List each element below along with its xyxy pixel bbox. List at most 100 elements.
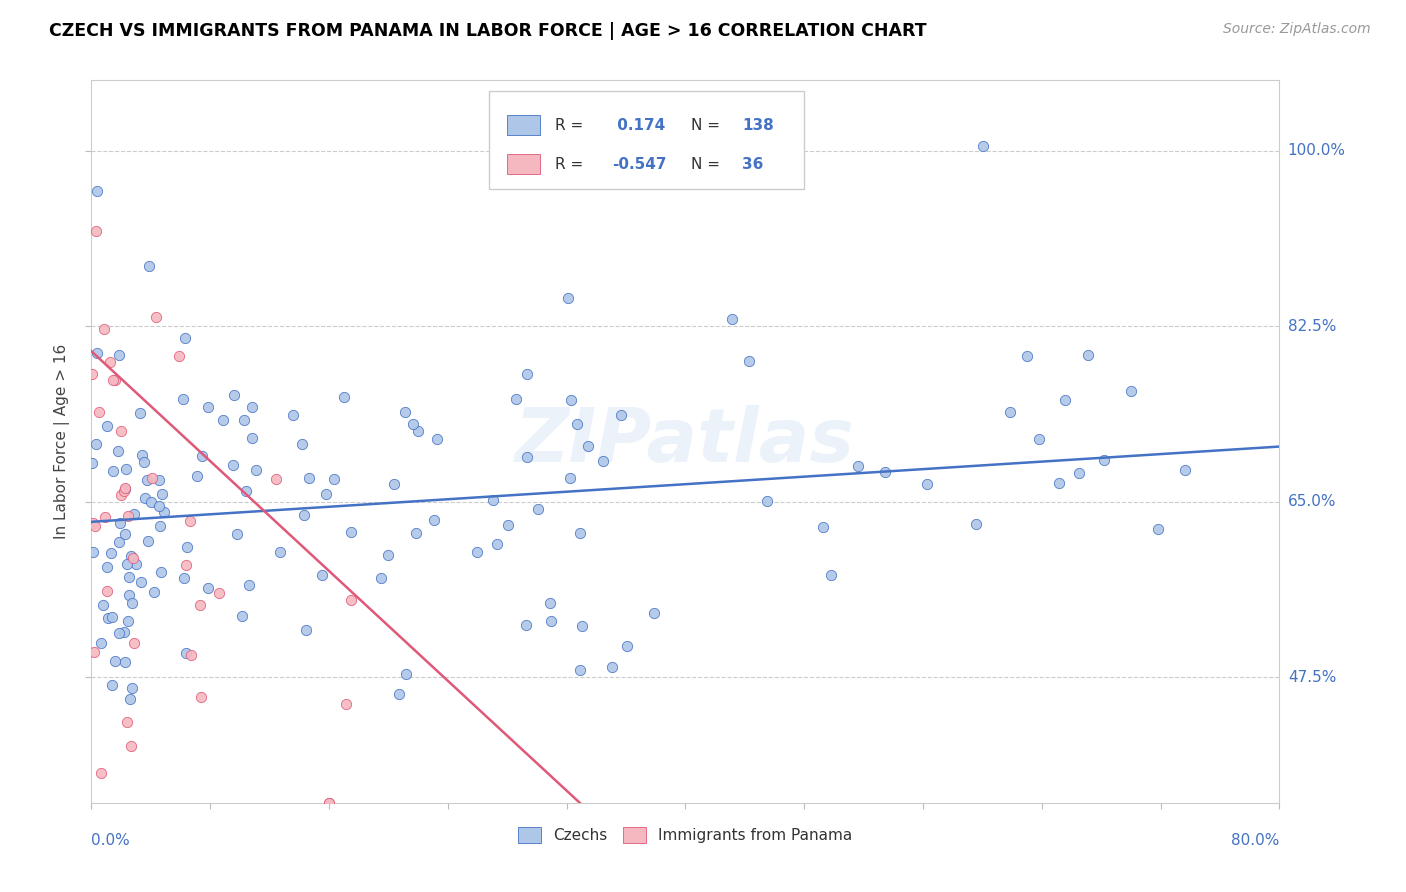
Text: 65.0%: 65.0% [1288,494,1336,509]
Point [107,535,129,549]
Point [813,520,835,534]
Point [269,545,291,559]
Point [148,499,170,513]
Point [571,619,593,633]
Point [90,636,112,650]
Point [80,456,103,470]
Point [150,487,173,501]
Point [82,545,104,559]
Point [190,690,212,704]
Point [108,348,131,362]
Point [323,472,346,486]
Point [142,584,165,599]
Bar [508,154,540,175]
Point [515,367,537,381]
Point [174,558,197,572]
Point [114,483,136,497]
Point [94,509,117,524]
Point [496,517,519,532]
Point [406,424,429,438]
Point [108,626,131,640]
Point [176,646,198,660]
Point [169,349,191,363]
Point [846,459,869,474]
Point [117,569,139,583]
Point [120,692,142,706]
Point [101,374,124,388]
Point [136,473,159,487]
FancyBboxPatch shape [489,91,804,189]
Point [240,431,263,445]
Point [172,392,194,407]
Point [340,524,363,539]
Point [340,592,363,607]
Point [114,655,136,669]
Text: 82.5%: 82.5% [1288,318,1336,334]
Text: ZIPatlas: ZIPatlas [516,405,855,478]
Text: N =: N = [692,157,720,172]
Point [602,660,624,674]
Point [114,527,136,541]
Point [998,404,1021,418]
Point [108,516,131,531]
Point [132,455,155,469]
Point [516,450,538,464]
Point [145,310,167,325]
Point [212,413,235,427]
Point [110,488,132,502]
Point [610,408,633,422]
Point [1094,453,1116,467]
Point [173,571,195,585]
Point [1028,432,1050,446]
Point [83,518,105,533]
Point [139,495,162,509]
Point [197,581,219,595]
Point [117,614,139,628]
Point [131,448,153,462]
Point [467,545,489,559]
Point [101,610,124,624]
Point [616,640,638,654]
Point [153,505,176,519]
Point [1067,467,1090,481]
Point [122,551,145,566]
Point [97,611,120,625]
Point [86,346,108,360]
Point [121,596,143,610]
Text: 80.0%: 80.0% [1232,833,1279,848]
Point [311,568,333,582]
Point [1146,522,1168,536]
Point [115,558,138,572]
Point [129,574,152,589]
Point [720,312,742,326]
Text: 138: 138 [742,118,775,133]
Point [134,491,156,505]
Point [292,508,315,522]
Bar [508,115,540,136]
Point [93,322,115,336]
Point [394,405,416,419]
Point [515,618,537,632]
Point [91,599,114,613]
Point [565,417,588,431]
Point [87,405,110,419]
Point [405,525,427,540]
Point [96,419,118,434]
Point [117,508,139,523]
Point [222,458,245,473]
Point [149,519,172,533]
Point [232,413,254,427]
Point [122,636,145,650]
Point [82,516,104,530]
Point [101,464,124,478]
Point [86,184,108,198]
Point [965,517,987,532]
Point [576,439,599,453]
Point [180,648,202,662]
Point [121,681,143,695]
Point [377,549,399,563]
Point [335,697,357,711]
Point [387,687,409,701]
Point [333,390,356,404]
Point [873,465,896,479]
